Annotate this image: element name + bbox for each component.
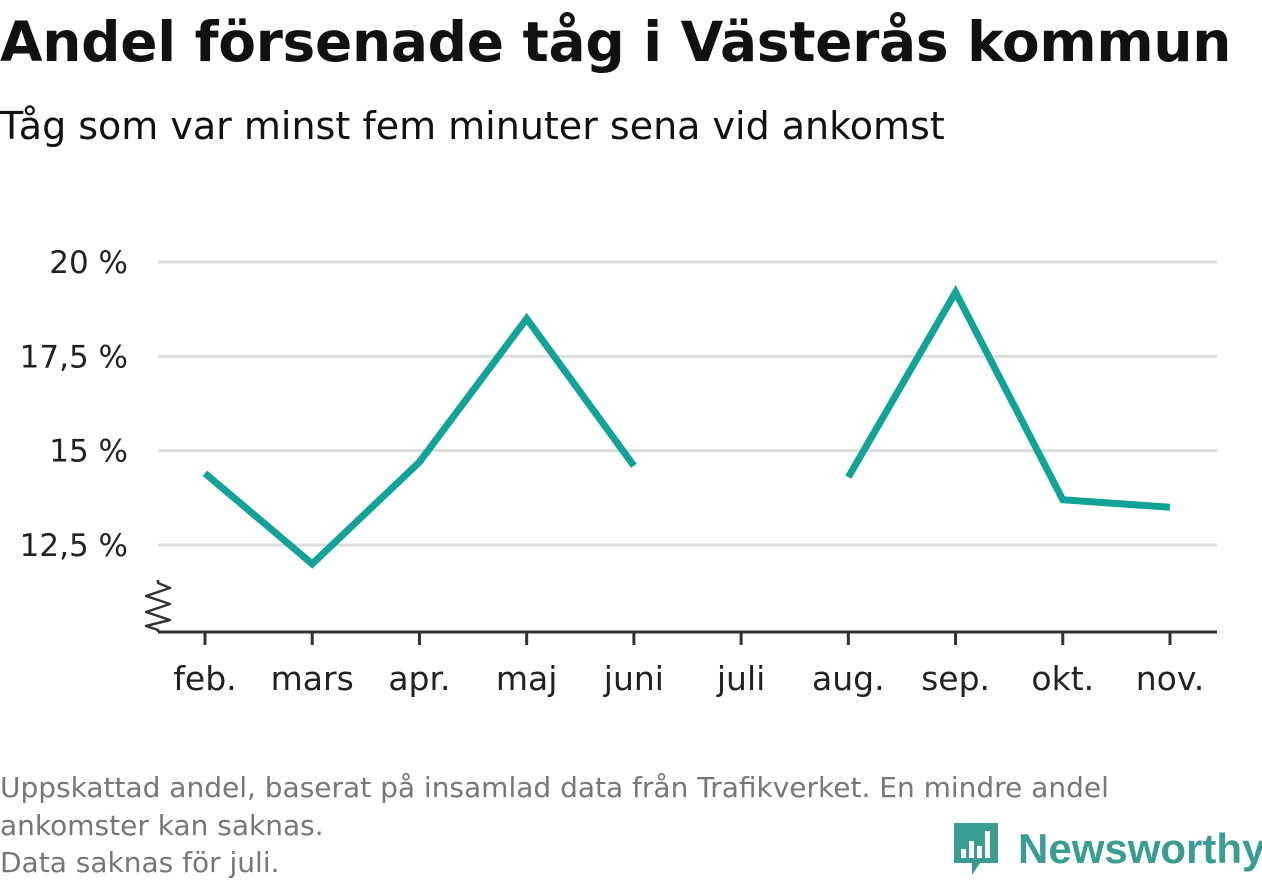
series-line-segment [845, 284, 1171, 511]
footnote-line-1: Uppskattad andel, baserat på insamlad da… [0, 771, 1109, 804]
x-tick-label: apr. [388, 659, 450, 698]
newsworthy-bar-chart-icon [954, 823, 998, 875]
series-line-segment [202, 312, 637, 569]
x-tick-label: juni [603, 659, 664, 698]
footnote-line-2: ankomster kan saknas. [0, 809, 324, 842]
x-tick-label: nov. [1136, 659, 1205, 698]
y-tick-label: 15 % [49, 434, 128, 470]
chart-subtitle: Tåg som var minst fem minuter sena vid a… [0, 104, 945, 148]
x-tick-label: aug. [812, 659, 885, 698]
axis-break-icon [144, 580, 172, 632]
x-tick-label: okt. [1031, 659, 1094, 698]
x-tick-label: feb. [173, 659, 236, 698]
footnote-line-3: Data saknas för juli. [0, 846, 280, 879]
x-tick-label: maj [496, 659, 558, 698]
y-tick-label: 17,5 % [20, 339, 128, 375]
line-chart: 12,5 % 15 % 17,5 % 20 % feb. mars apr. maj juni… [20, 245, 1217, 698]
newsworthy-logo: Newsworthy [950, 818, 1262, 880]
x-tick-label: sep. [921, 659, 990, 698]
y-tick-labels: 12,5 % 15 % 17,5 % 20 % [20, 245, 128, 564]
logo-text: Newsworthy [1018, 825, 1262, 872]
series-lines [202, 284, 1171, 569]
x-tick-labels: feb. mars apr. maj juni juli aug. sep. okt. nov. [173, 659, 1204, 698]
x-tick-label: juli [716, 659, 765, 698]
x-axis [144, 580, 1217, 645]
chart-title: Andel försenade tåg i Västerås kommun [0, 10, 1232, 74]
grid-lines [158, 260, 1217, 547]
x-tick-label: mars [271, 659, 354, 698]
y-tick-label: 12,5 % [20, 528, 128, 564]
y-tick-label: 20 % [49, 245, 128, 281]
